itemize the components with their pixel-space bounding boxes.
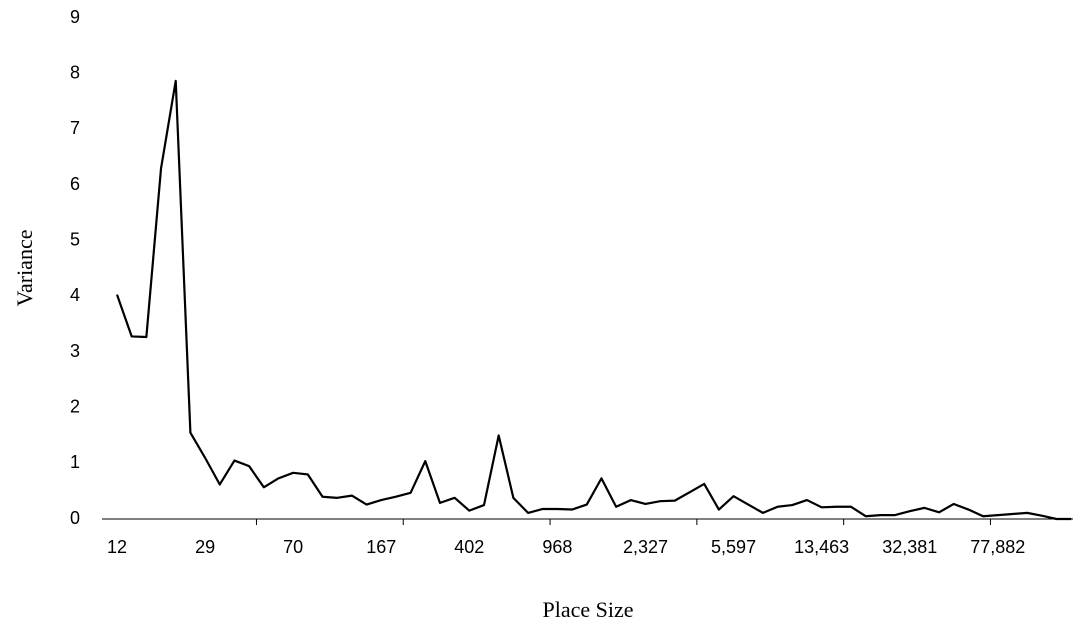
- x-tick-label: 13,463: [794, 537, 849, 557]
- x-tick-label: 2,327: [623, 537, 668, 557]
- x-axis-title: Place Size: [542, 597, 633, 622]
- x-tick-label: 402: [454, 537, 484, 557]
- y-tick-label: 3: [70, 341, 80, 361]
- x-tick-label: 70: [283, 537, 303, 557]
- y-tick-label: 2: [70, 396, 80, 416]
- y-tick-label: 6: [70, 174, 80, 194]
- x-tick-label: 12: [107, 537, 127, 557]
- x-tick-label: 77,882: [970, 537, 1025, 557]
- y-tick-label: 4: [70, 285, 80, 305]
- y-tick-label: 0: [70, 508, 80, 528]
- x-tick-label: 5,597: [711, 537, 756, 557]
- data-line: [115, 79, 1072, 521]
- x-tick-label: 29: [195, 537, 215, 557]
- y-tick-label: 5: [70, 229, 80, 249]
- x-tick-label: 32,381: [882, 537, 937, 557]
- x-tick-label: 968: [542, 537, 572, 557]
- x-tick-label: 167: [366, 537, 396, 557]
- y-tick-label: 1: [70, 452, 80, 472]
- y-tick-label: 9: [70, 7, 80, 27]
- y-tick-label: 7: [70, 118, 80, 138]
- y-tick-label: 8: [70, 62, 80, 82]
- y-axis-title: Variance: [12, 230, 37, 307]
